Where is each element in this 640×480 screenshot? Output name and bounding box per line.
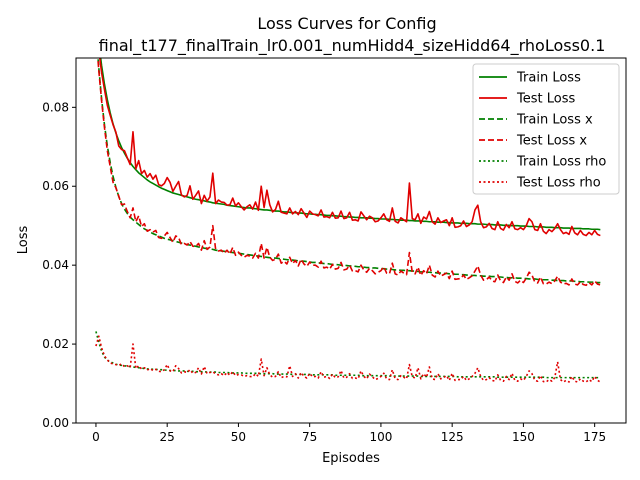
series-line-test-loss-x — [97, 58, 601, 287]
series-layer — [95, 58, 601, 383]
x-tick-label: 75 — [302, 430, 317, 444]
legend: Train Loss Test Loss Train Loss x Test Loss… — [472, 63, 620, 195]
y-tick-label: 0.04 — [42, 258, 69, 272]
chart-title: Loss Curves for Config — [257, 14, 436, 33]
y-tick-label: 0.06 — [42, 179, 69, 193]
x-tick-label: 150 — [512, 430, 535, 444]
y-tick-label: 0.00 — [42, 416, 69, 430]
legend-label: Train Loss x — [516, 113, 593, 128]
y-tick-label: 0.08 — [42, 100, 69, 114]
series-line-test-loss — [98, 58, 601, 237]
legend-label: Test Loss rho — [516, 176, 601, 191]
y-tick-label: 0.02 — [42, 337, 69, 351]
x-tick-label: 25 — [160, 430, 175, 444]
legend-items: Train Loss Test Loss Train Loss x Test Loss… — [479, 71, 606, 191]
x-tick-label: 125 — [441, 430, 464, 444]
legend-label: Train Loss rho — [516, 155, 606, 170]
series-line-test-loss-rho — [95, 335, 601, 383]
chart-subtitle: final_t177_finalTrain_lr0.001_numHidd4_s… — [99, 36, 606, 56]
legend-box — [472, 63, 620, 195]
legend-label: Test Loss x — [516, 134, 587, 149]
plot-area — [75, 57, 627, 424]
x-tick-label: 50 — [231, 430, 246, 444]
legend-label: Test Loss — [516, 92, 575, 107]
legend-label: Train Loss — [516, 71, 581, 86]
series-line-train-loss-rho — [95, 331, 601, 379]
plot-frame — [75, 57, 627, 424]
x-tick-label: 100 — [369, 430, 392, 444]
y-axis: 0.00 0.02 0.04 0.06 0.08 — [42, 100, 76, 430]
x-axis: 0 25 50 75 100 125 150 175 — [92, 423, 606, 444]
series-line-train-loss — [99, 58, 601, 231]
x-tick-label: 175 — [583, 430, 606, 444]
x-axis-label: Episodes — [322, 451, 380, 466]
x-tick-label: 0 — [92, 430, 100, 444]
y-axis-label: Loss — [16, 226, 31, 255]
